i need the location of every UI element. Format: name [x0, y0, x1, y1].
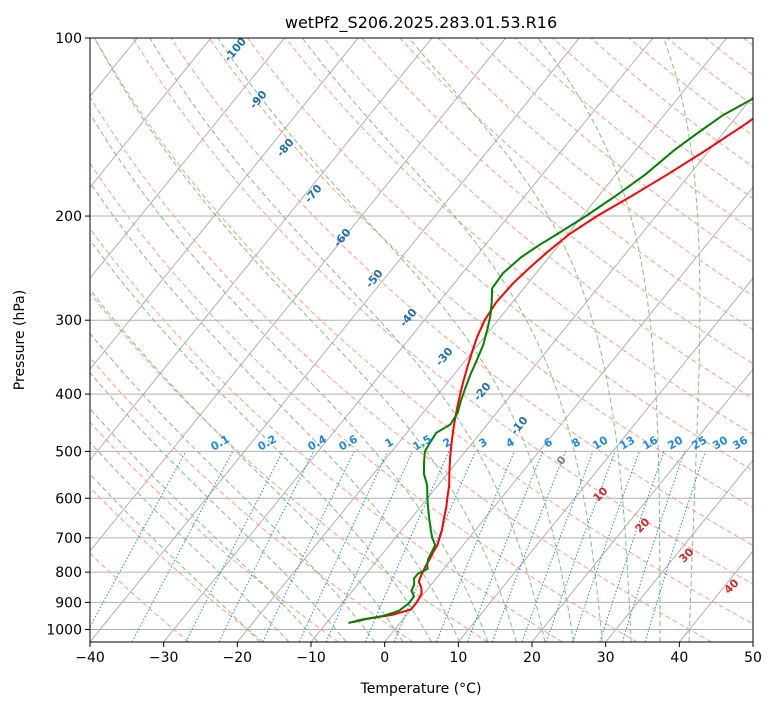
mixing-ratio-line: [185, 451, 284, 642]
x-tick-label: 50: [744, 650, 762, 666]
mixing-ratio-line: [491, 451, 567, 642]
isotherm-line: [90, 38, 506, 552]
x-tick-label: −20: [223, 650, 253, 666]
isotherm-line: [90, 38, 285, 280]
x-tick-label: −30: [149, 650, 179, 666]
isotherm-line: [90, 38, 212, 189]
isotherm-line: [384, 186, 753, 642]
mixing-ratio-line: [298, 451, 389, 642]
moist-adiabat-line: [93, 38, 517, 642]
y-axis-label: Pressure (hPa): [12, 290, 28, 390]
x-tick-label: −40: [75, 650, 105, 666]
dry-adiabat-line: [90, 96, 712, 642]
dry-adiabat-line: [361, 38, 753, 365]
mixing-ratio-line: [325, 451, 414, 642]
mixing-ratio-line: [572, 451, 640, 642]
moist-adiabat-line: [149, 38, 546, 642]
y-tick-label: 800: [55, 565, 82, 581]
y-tick-label: 500: [55, 444, 82, 460]
x-tick-label: 30: [597, 650, 615, 666]
x-tick-label: 20: [523, 650, 541, 666]
moist-adiabat-line: [90, 473, 261, 642]
y-tick-label: 300: [55, 313, 82, 329]
isotherm-line: [90, 38, 359, 370]
dewpoint-profile: [348, 97, 753, 624]
moist-adiabat-line: [90, 112, 489, 642]
dry-adiabat-line: [90, 421, 339, 642]
dry-adiabat-line: [132, 38, 753, 585]
dry-adiabat-line: [208, 38, 753, 509]
moist-adiabat-line: [90, 239, 432, 642]
mixing-ratio-line: [599, 451, 665, 642]
isotherm-line: [531, 368, 753, 642]
mixing-ratio-line: [521, 451, 594, 642]
x-axis-label: Temperature (°C): [360, 681, 482, 697]
profile-series: [348, 97, 753, 624]
dry-adiabat-line: [90, 227, 563, 642]
x-tick-label: 10: [449, 650, 467, 666]
y-tick-label: 200: [55, 209, 82, 225]
mixing-ratio-line: [621, 451, 685, 642]
moist-adiabat-line: [301, 38, 603, 642]
isotherm-line: [90, 38, 580, 642]
mixing-ratio-line: [435, 451, 515, 642]
mixing-ratio-line: [467, 451, 544, 642]
x-tick-label: 0: [380, 650, 389, 666]
y-tick-label: 400: [55, 387, 82, 403]
mixing-ratio-line: [131, 451, 234, 642]
dry-adiabat-line: [94, 38, 753, 625]
moist-adiabat-line: [90, 408, 319, 642]
chart-title: wetPf2_S206.2025.283.01.53.R16: [285, 13, 557, 33]
moist-adiabat-line: [90, 441, 290, 642]
dry-adiabat-line: [247, 38, 753, 472]
moist-adiabat-line: [90, 181, 461, 642]
moist-adiabat-line: [663, 38, 701, 642]
y-tick-label: 100: [55, 31, 82, 47]
plot-frame: [89, 37, 754, 643]
mixing-ratio-line: [545, 451, 616, 642]
y-tick-label: 600: [55, 491, 82, 507]
dry-adiabat-line: [90, 162, 638, 642]
isotherm-line: [163, 38, 654, 642]
isotherm-line: [90, 38, 433, 461]
x-axis-ticks: −40 −30 −20 −10 0 10 20 30 40 50: [75, 642, 762, 666]
dry-adiabat-line: [90, 292, 488, 642]
dry-adiabat-line: [90, 552, 190, 642]
temperature-profile: [352, 117, 753, 624]
dry-adiabat-line: [323, 38, 753, 400]
dry-adiabat-line: [90, 486, 264, 642]
moist-adiabat-line: [537, 38, 661, 642]
isotherm-line: [605, 459, 753, 642]
moist-adiabat-line: [408, 38, 632, 642]
y-tick-label: 700: [55, 531, 82, 547]
moist-adiabat-line: [90, 332, 376, 642]
mixing-ratio-line: [262, 451, 355, 642]
moist-adiabat-line: [90, 288, 404, 642]
isotherm-line: [236, 38, 727, 642]
y-axis-ticks: 100 200 300 400 500 600 700 800 900 1000: [46, 31, 90, 638]
moist-adiabat-line: [217, 38, 575, 642]
x-tick-label: 40: [670, 650, 688, 666]
y-tick-label: 1000: [46, 622, 82, 638]
dry-adiabat-line: [90, 356, 414, 642]
isotherm-line: [457, 277, 753, 642]
plot-background: [90, 38, 753, 642]
mixing-ratio-line: [644, 451, 706, 642]
x-tick-label: −10: [296, 650, 326, 666]
mixing-ratio-line: [90, 451, 187, 628]
y-tick-label: 900: [55, 595, 82, 611]
